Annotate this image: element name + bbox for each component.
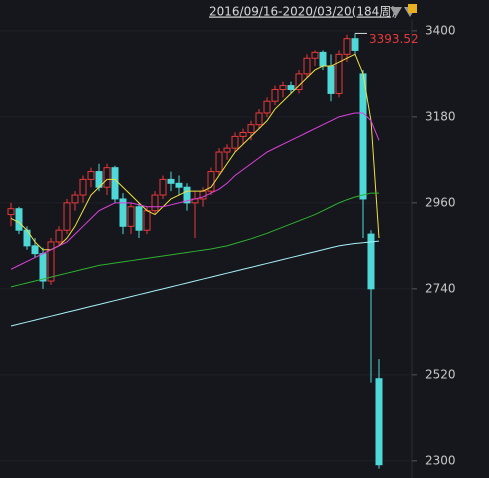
candle-body xyxy=(55,229,63,243)
candle-body xyxy=(295,73,303,91)
candle-body xyxy=(63,202,71,231)
candle-body xyxy=(7,208,15,216)
y-tick-label: 2960 xyxy=(425,195,456,209)
candle-body xyxy=(47,241,55,282)
lock-icon[interactable] xyxy=(408,4,417,13)
candle-body xyxy=(127,206,135,227)
high-label: 3393.52 xyxy=(369,32,419,46)
candle-body xyxy=(375,378,383,466)
candle-body xyxy=(231,135,239,149)
candle-body xyxy=(103,167,111,188)
date-range[interactable]: 2016/09/16-2020/03/20(184周) xyxy=(209,5,396,19)
candle-body xyxy=(111,167,119,200)
candle-body xyxy=(247,124,255,133)
candle-body xyxy=(223,147,231,153)
candle-body xyxy=(39,253,47,282)
y-tick-label: 3400 xyxy=(425,23,456,37)
candle-body xyxy=(359,73,367,200)
dropdown-icon[interactable] xyxy=(390,7,402,17)
candle-body xyxy=(255,112,263,126)
candle-body xyxy=(319,51,327,67)
candle-body xyxy=(215,151,223,173)
candle-body xyxy=(335,53,343,94)
candle-body xyxy=(159,178,167,196)
candle-body xyxy=(15,208,23,231)
candle-body xyxy=(71,194,79,204)
candle-body xyxy=(287,85,295,91)
candle-body xyxy=(167,178,175,184)
y-tick-label: 2520 xyxy=(425,367,456,381)
candle-body xyxy=(327,65,335,94)
moving-average-line xyxy=(10,240,380,327)
candle-body xyxy=(31,245,39,255)
candle-body xyxy=(367,233,375,290)
y-tick-label: 3180 xyxy=(425,109,456,123)
candle-body xyxy=(151,194,159,212)
candle-body xyxy=(143,210,151,231)
candle-body xyxy=(271,89,279,102)
candle-body xyxy=(119,198,127,227)
y-tick-label: 2300 xyxy=(425,453,456,467)
candle-body xyxy=(279,85,287,91)
moving-average-line xyxy=(10,192,379,288)
candle-body xyxy=(351,38,359,51)
candle-body xyxy=(303,57,311,75)
candle-body xyxy=(79,178,87,196)
moving-average-line xyxy=(10,112,380,270)
candle-body xyxy=(207,171,215,192)
candle-body xyxy=(239,131,247,137)
candle-body xyxy=(311,51,319,59)
candle-body xyxy=(135,206,143,231)
candle-body xyxy=(87,171,95,180)
candle-body xyxy=(183,186,191,204)
moving-average-line xyxy=(10,53,380,251)
candle-body xyxy=(343,38,351,55)
candle-body xyxy=(175,182,183,188)
y-tick-label: 2740 xyxy=(425,281,456,295)
candle-body xyxy=(263,100,271,114)
